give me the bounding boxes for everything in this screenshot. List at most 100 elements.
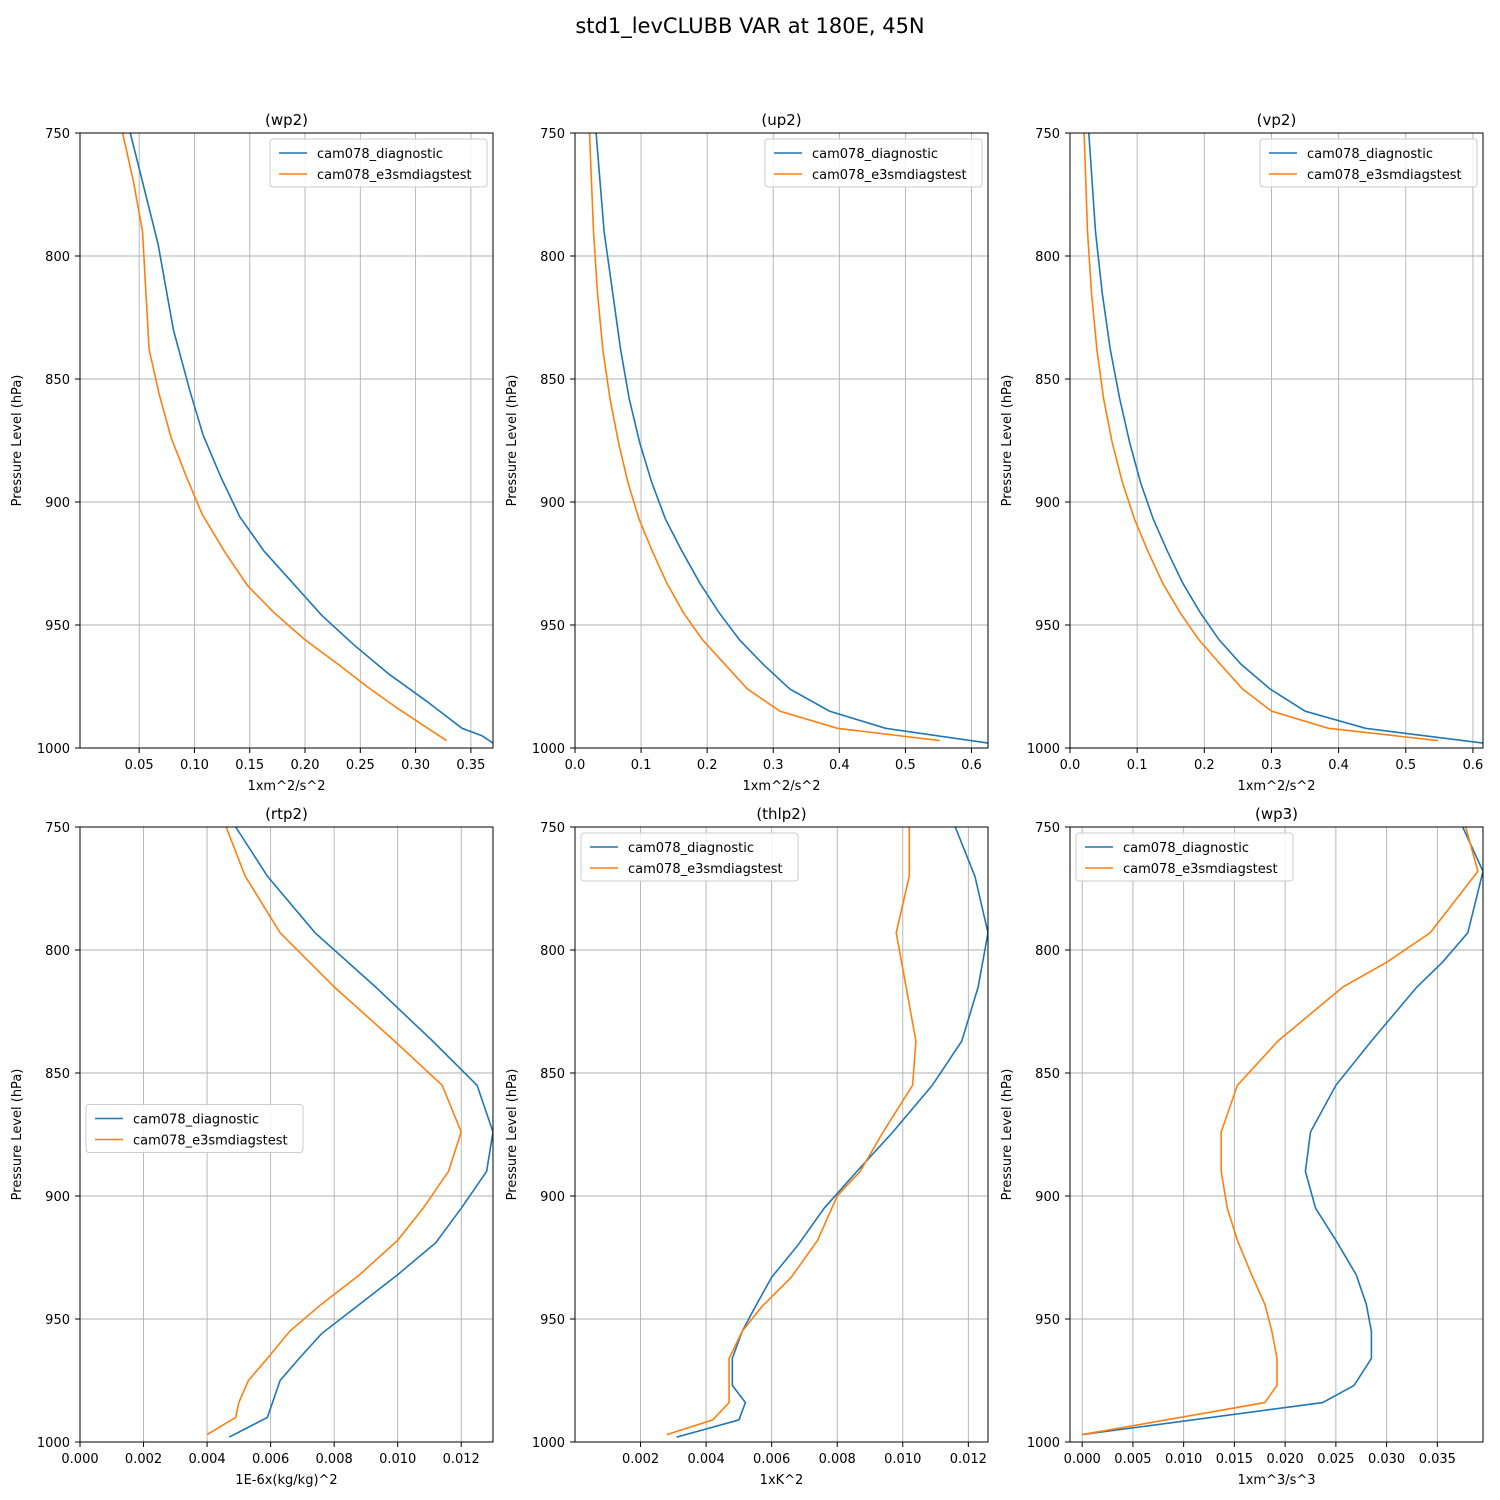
y-tick-label: 950 (45, 1313, 70, 1328)
y-tick-label: 1000 (532, 742, 565, 757)
x-axis-label: 1xm^2/s^2 (742, 779, 820, 794)
y-tick-label: 850 (1035, 373, 1060, 388)
series-line-1 (1088, 133, 1483, 744)
series-line-1 (1082, 827, 1483, 1436)
x-tick-label: 0.20 (291, 758, 320, 773)
legend-label-1: cam078_diagnostic (812, 147, 938, 162)
subplot-title: (up2) (761, 111, 801, 129)
subplot-title: (wp2) (265, 111, 308, 129)
x-tick-label: 0.5 (895, 758, 916, 773)
x-axis-label: 1xK^2 (760, 1473, 804, 1488)
x-tick-label: 0.6 (961, 758, 982, 773)
legend-frame (1075, 832, 1294, 882)
legend-label-2: cam078_e3smdiagstest (317, 168, 472, 183)
x-tick-label: 0.000 (1064, 1452, 1101, 1467)
series-line-1 (595, 133, 988, 744)
x-tick-label: 0.000 (61, 1452, 98, 1467)
y-axis-label: Pressure Level (hPa) (1000, 375, 1015, 507)
legend-label-2: cam078_e3smdiagstest (1123, 862, 1278, 877)
series-line-2 (1082, 827, 1479, 1436)
legend-label-1: cam078_diagnostic (1123, 841, 1249, 856)
x-tick-label: 0.006 (753, 1452, 790, 1467)
legend-label-1: cam078_diagnostic (317, 147, 443, 162)
y-tick-label: 800 (1035, 944, 1060, 959)
legend-label-1: cam078_diagnostic (628, 841, 754, 856)
series-line-2 (1083, 133, 1439, 742)
x-tick-label: 0.25 (346, 758, 375, 773)
x-tick-label: 0.3 (763, 758, 784, 773)
x-tick-label: 0.10 (180, 758, 209, 773)
y-tick-label: 750 (45, 127, 70, 142)
legend: cam078_diagnostic cam078_e3smdiagstest (1075, 832, 1294, 882)
x-tick-label: 0.005 (1114, 1452, 1151, 1467)
x-tick-label: 0.008 (819, 1452, 856, 1467)
subplot-title: (wp3) (1255, 805, 1298, 823)
x-tick-label: 0.1 (631, 758, 652, 773)
x-tick-label: 0.30 (401, 758, 430, 773)
subplot-3: 0.0 0.1 0.2 0.3 0.4 0.5 0.6 750 800 850 900 950 1000… (1000, 111, 1484, 794)
y-tick-label: 900 (1035, 496, 1060, 511)
y-tick-label: 950 (540, 619, 565, 634)
subplot-title: (rtp2) (265, 805, 308, 823)
y-axis-label: Pressure Level (hPa) (10, 375, 25, 507)
x-tick-label: 0.002 (622, 1452, 659, 1467)
legend-frame (1259, 138, 1478, 188)
x-tick-label: 0.020 (1267, 1452, 1304, 1467)
x-tick-label: 0.025 (1317, 1452, 1354, 1467)
x-tick-label: 0.012 (443, 1452, 480, 1467)
y-tick-label: 900 (540, 496, 565, 511)
axes-frame (79, 132, 494, 749)
x-tick-label: 0.002 (125, 1452, 162, 1467)
series-line-2 (588, 133, 940, 742)
y-tick-label: 950 (1035, 1313, 1060, 1328)
x-tick-label: 0.010 (1165, 1452, 1202, 1467)
x-tick-label: 0.010 (884, 1452, 921, 1467)
figure-title: std1_levCLUBB VAR at 180E, 45N (575, 14, 925, 38)
series-line-2 (206, 827, 463, 1436)
legend-label-1: cam078_diagnostic (1307, 147, 1433, 162)
series-line-1 (676, 827, 988, 1438)
y-tick-label: 1000 (1027, 1436, 1060, 1451)
y-tick-label: 750 (540, 821, 565, 836)
y-axis-label: Pressure Level (hPa) (505, 1069, 520, 1201)
y-tick-label: 800 (45, 944, 70, 959)
x-tick-label: 0.4 (1328, 758, 1349, 773)
y-tick-label: 850 (540, 1067, 565, 1082)
x-tick-label: 0.012 (950, 1452, 987, 1467)
x-axis-label: 1xm^2/s^2 (247, 779, 325, 794)
y-tick-label: 900 (540, 1190, 565, 1205)
y-tick-label: 1000 (1027, 742, 1060, 757)
y-tick-label: 850 (45, 373, 70, 388)
y-tick-label: 950 (45, 619, 70, 634)
x-tick-label: 0.35 (456, 758, 485, 773)
x-tick-label: 0.2 (697, 758, 718, 773)
subplot-4: 0.000 0.002 0.004 0.006 0.008 0.010 0.012 750 80… (10, 805, 494, 1488)
y-axis-label: Pressure Level (hPa) (505, 375, 520, 507)
x-tick-label: 0.5 (1395, 758, 1416, 773)
x-axis-label: 1xm^3/s^3 (1237, 1473, 1315, 1488)
x-axis-label: 1xm^2/s^2 (1237, 779, 1315, 794)
legend-label-2: cam078_e3smdiagstest (812, 168, 967, 183)
legend: cam078_diagnostic cam078_e3smdiagstest (269, 138, 488, 188)
y-tick-label: 1000 (532, 1436, 565, 1451)
legend-frame (764, 138, 983, 188)
y-tick-label: 750 (1035, 127, 1060, 142)
legend-label-2: cam078_e3smdiagstest (1307, 168, 1462, 183)
subplot-title: (thlp2) (756, 805, 806, 823)
y-tick-label: 750 (1035, 821, 1060, 836)
y-tick-label: 800 (540, 944, 565, 959)
x-tick-label: 0.1 (1127, 758, 1148, 773)
y-axis-label: Pressure Level (hPa) (10, 1069, 25, 1201)
x-tick-label: 0.008 (316, 1452, 353, 1467)
x-tick-label: 0.006 (252, 1452, 289, 1467)
y-tick-label: 1000 (37, 1436, 70, 1451)
x-tick-label: 0.004 (188, 1452, 225, 1467)
subplot-2: 0.0 0.1 0.2 0.3 0.4 0.5 0.6 750 800 850 900 950 1000… (505, 111, 989, 794)
axes-frame (1069, 826, 1484, 1443)
subplot-title: (vp2) (1257, 111, 1297, 129)
x-tick-label: 0.6 (1463, 758, 1484, 773)
y-tick-label: 950 (1035, 619, 1060, 634)
y-tick-label: 800 (540, 250, 565, 265)
